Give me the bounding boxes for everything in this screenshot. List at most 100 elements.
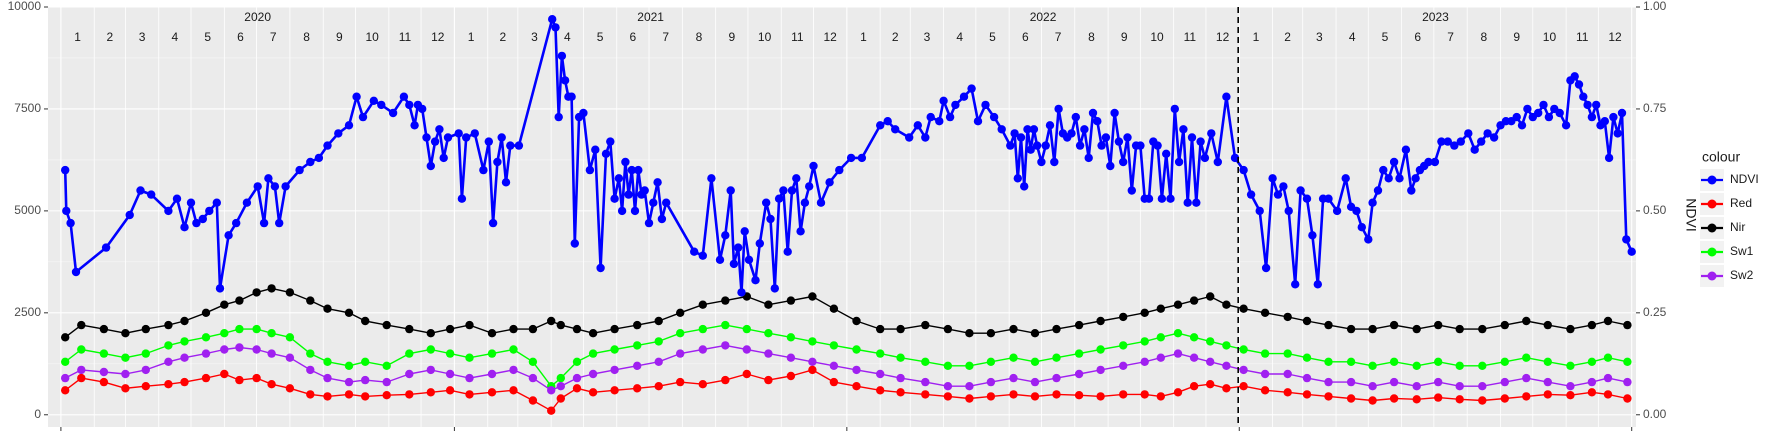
data-point-sw2 bbox=[1302, 373, 1312, 383]
data-point-red bbox=[344, 390, 354, 399]
data-point-ndvi bbox=[501, 178, 511, 187]
month-label: 6 bbox=[237, 30, 244, 44]
data-point-ndvi bbox=[715, 255, 725, 264]
data-point-sw1 bbox=[344, 361, 354, 370]
data-point-sw1 bbox=[201, 333, 211, 342]
data-point-sw2 bbox=[572, 373, 582, 383]
data-point-ndvi bbox=[557, 51, 567, 61]
data-point-red bbox=[141, 382, 150, 391]
data-point-ndvi bbox=[617, 206, 627, 216]
data-point-ndvi bbox=[857, 153, 867, 163]
data-point-red bbox=[99, 377, 109, 387]
data-point-sw1 bbox=[1368, 361, 1377, 370]
data-point-red bbox=[764, 375, 773, 385]
data-point-red bbox=[426, 388, 435, 397]
data-point-nir bbox=[547, 316, 556, 326]
data-point-sw2 bbox=[1412, 382, 1421, 391]
data-point-ndvi bbox=[554, 112, 563, 122]
data-point-ndvi bbox=[369, 96, 378, 106]
data-point-sw1 bbox=[1239, 345, 1248, 354]
data-point-ndvi bbox=[729, 259, 739, 269]
data-point-nir bbox=[1478, 324, 1487, 334]
data-point-ndvi bbox=[306, 157, 315, 167]
data-point-ndvi bbox=[164, 206, 173, 216]
data-point-ndvi bbox=[649, 198, 658, 207]
data-point-ndvi bbox=[71, 267, 81, 277]
month-label: 11 bbox=[1576, 30, 1589, 44]
data-point-ndvi bbox=[430, 137, 440, 146]
y-axis-right: 0.00 0.25 0.50 0.75 1.00 bbox=[1636, 0, 1667, 421]
data-point-ndvi bbox=[1119, 157, 1128, 167]
month-label: 3 bbox=[139, 30, 146, 44]
data-point-red bbox=[556, 394, 565, 403]
data-point-ndvi bbox=[1583, 100, 1592, 110]
data-point-sw1 bbox=[1156, 333, 1166, 342]
data-point-ndvi bbox=[1075, 141, 1085, 150]
data-point-nir bbox=[1623, 320, 1632, 330]
data-point-ndvi bbox=[1443, 137, 1453, 146]
data-point-ndvi bbox=[1200, 153, 1210, 163]
data-point-ndvi bbox=[726, 186, 735, 195]
data-point-ndvi bbox=[816, 198, 826, 207]
data-point-ndvi bbox=[567, 92, 576, 101]
data-point-nir bbox=[698, 300, 707, 309]
data-point-red bbox=[60, 386, 70, 395]
data-point-sw1 bbox=[267, 329, 276, 338]
data-point-ndvi bbox=[1407, 186, 1416, 195]
month-label: 2 bbox=[892, 30, 899, 44]
data-point-sw1 bbox=[1324, 357, 1333, 366]
data-point-nir bbox=[1052, 324, 1061, 334]
data-point-ndvi bbox=[891, 125, 900, 134]
data-point-red bbox=[465, 390, 474, 399]
data-point-ndvi bbox=[779, 186, 788, 195]
data-point-sw2 bbox=[1389, 377, 1399, 387]
data-point-ndvi bbox=[783, 247, 792, 256]
data-point-ndvi bbox=[1464, 129, 1473, 138]
data-point-ndvi bbox=[1054, 104, 1063, 114]
data-point-sw1 bbox=[445, 349, 455, 358]
data-point-sw2 bbox=[487, 369, 497, 379]
data-point-sw2 bbox=[220, 345, 229, 354]
data-point-sw2 bbox=[141, 365, 150, 375]
data-point-ndvi bbox=[439, 153, 448, 163]
month-label: 5 bbox=[1382, 30, 1389, 44]
data-point-ndvi bbox=[1352, 206, 1361, 216]
month-label: 12 bbox=[1216, 30, 1230, 44]
data-point-ndvi bbox=[1174, 157, 1184, 167]
data-point-sw1 bbox=[1566, 361, 1575, 370]
data-point-sw1 bbox=[1030, 357, 1040, 366]
data-point-nir bbox=[1603, 316, 1613, 326]
data-point-red bbox=[852, 382, 861, 391]
data-point-nir bbox=[986, 329, 996, 338]
data-point-ndvi bbox=[945, 112, 955, 122]
legend-title: colour bbox=[1702, 149, 1740, 165]
data-point-ndvi bbox=[787, 186, 797, 195]
data-point-nir bbox=[786, 296, 796, 305]
data-point-sw1 bbox=[1074, 349, 1084, 358]
data-point-ndvi bbox=[1246, 190, 1256, 199]
data-point-ndvi bbox=[344, 121, 354, 130]
series-sw1 bbox=[60, 320, 1632, 391]
data-point-ndvi bbox=[1162, 149, 1171, 158]
data-point-ndvi bbox=[1368, 198, 1377, 207]
data-point-sw2 bbox=[1455, 382, 1464, 391]
data-point-ndvi bbox=[147, 190, 156, 199]
data-point-sw2 bbox=[60, 373, 70, 383]
data-point-ndvi bbox=[281, 182, 290, 191]
data-point-ndvi bbox=[1523, 104, 1532, 114]
data-point-sw1 bbox=[382, 361, 391, 370]
data-point-sw1 bbox=[1478, 361, 1487, 370]
data-point-ndvi bbox=[1308, 231, 1317, 240]
data-point-ndvi bbox=[740, 227, 749, 236]
data-point-sw2 bbox=[1074, 369, 1084, 379]
data-point-sw2 bbox=[1119, 361, 1128, 370]
month-label: 2 bbox=[106, 30, 113, 44]
data-point-red bbox=[1009, 390, 1018, 399]
data-point-ndvi bbox=[136, 186, 145, 195]
data-point-sw2 bbox=[99, 367, 109, 377]
data-point-sw2 bbox=[285, 353, 295, 362]
data-point-ndvi bbox=[1097, 141, 1106, 150]
y-tick-label-left: 0 bbox=[34, 407, 41, 421]
data-point-nir bbox=[633, 320, 642, 330]
data-point-nir bbox=[1189, 296, 1199, 305]
